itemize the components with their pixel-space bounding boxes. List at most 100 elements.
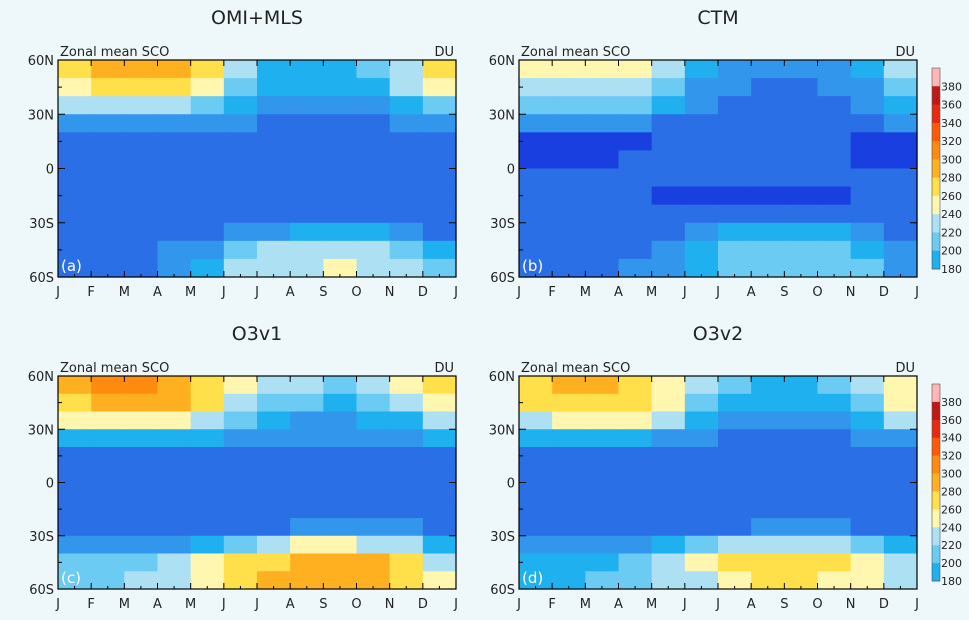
x-tick-label: F <box>87 285 94 300</box>
heat-cell <box>422 500 457 519</box>
heat-cell <box>684 464 719 484</box>
heat-cell <box>290 222 324 242</box>
heat-cell <box>323 553 358 572</box>
heat-cell <box>422 553 457 572</box>
heat-cell <box>91 96 125 115</box>
heat-cell <box>223 571 258 590</box>
heat-cell <box>124 393 159 413</box>
panel-letter: (b) <box>522 257 543 275</box>
heat-cell <box>618 447 653 466</box>
heat-cell <box>58 96 92 115</box>
heat-cell <box>850 114 885 133</box>
heat-cell <box>223 447 258 466</box>
heat-cell <box>290 258 324 278</box>
heat-cell <box>257 518 291 537</box>
heat-cell <box>883 168 918 188</box>
heat-cell <box>784 411 819 430</box>
heat-cell <box>356 518 391 537</box>
heat-cell <box>817 535 852 555</box>
top-left-label: Zonal mean SCO <box>521 361 630 376</box>
heat-cell <box>257 186 291 206</box>
heat-cell <box>58 258 92 278</box>
colorbar-swatch <box>932 401 940 421</box>
x-tick-label: A <box>153 285 162 300</box>
heat-cell <box>91 500 125 519</box>
heat-cell <box>850 553 885 572</box>
heat-cell <box>323 464 358 484</box>
heat-cell <box>519 482 553 501</box>
panel-letter: (a) <box>61 257 82 275</box>
heat-cell <box>290 132 324 152</box>
colorbar-swatch <box>932 437 940 457</box>
heat-cell <box>651 518 686 537</box>
heat-cell <box>784 114 819 133</box>
colorbar-swatch <box>932 545 940 564</box>
heat-cell <box>684 132 719 152</box>
heat-cell <box>58 186 92 206</box>
heat-cell <box>389 258 424 278</box>
heat-cell <box>817 500 852 519</box>
colorbar-tick-label: 240 <box>941 521 962 534</box>
heat-cell <box>190 240 225 260</box>
heat-cell <box>817 411 852 430</box>
heat-cell <box>751 376 785 395</box>
heat-cell <box>684 482 719 501</box>
heat-cell <box>684 240 719 260</box>
heat-cell <box>651 464 686 484</box>
heat-cell <box>157 376 192 395</box>
heat-cell <box>883 482 918 501</box>
x-tick-label: F <box>87 597 94 612</box>
heat-cell <box>651 150 686 170</box>
x-tick-label: O <box>812 597 822 612</box>
heat-cell <box>356 168 391 188</box>
heat-cell <box>422 96 457 115</box>
heat-cell <box>58 240 92 260</box>
colorbar-swatch <box>932 86 940 106</box>
heat-cell <box>91 186 125 206</box>
heat-cell <box>91 464 125 484</box>
heat-cell <box>850 482 885 501</box>
heat-cell <box>124 447 159 466</box>
heat-cell <box>389 114 424 133</box>
heat-cell <box>519 222 553 242</box>
heat-cell <box>552 258 586 278</box>
heat-cell <box>850 376 885 395</box>
heat-cell <box>190 518 225 537</box>
heat-cell <box>751 114 785 133</box>
heat-cell <box>718 429 752 448</box>
colorbar-frame <box>931 67 941 270</box>
x-tick-label: N <box>846 285 856 300</box>
x-tick-label: J <box>914 597 919 612</box>
heat-cell <box>323 60 358 79</box>
heat-cell <box>684 535 719 555</box>
heat-cell <box>883 222 918 242</box>
colorbar-tick-label: 180 <box>941 263 962 276</box>
heat-cell <box>356 96 391 115</box>
heat-cell <box>323 429 358 448</box>
colorbar-tick-label: 300 <box>941 468 962 481</box>
heat-cell <box>91 535 125 555</box>
heat-cell <box>190 96 225 115</box>
heat-cell <box>124 222 159 242</box>
heat-cell <box>422 186 457 206</box>
heat-cell <box>684 553 719 572</box>
heat-cell <box>718 258 752 278</box>
heat-cell <box>124 132 159 152</box>
heat-cell <box>323 240 358 260</box>
heat-cell <box>618 482 653 501</box>
heat-cell <box>323 500 358 519</box>
heat-cell <box>124 204 159 224</box>
heat-cell <box>552 96 586 115</box>
heat-cell <box>356 222 391 242</box>
heat-cell <box>751 240 785 260</box>
y-tick-label: 60N <box>489 370 515 385</box>
heat-cell <box>850 518 885 537</box>
heat-cell <box>422 429 457 448</box>
x-tick-label: A <box>614 597 623 612</box>
heat-cell <box>91 222 125 242</box>
heat-cell <box>552 429 586 448</box>
heat-cell <box>157 204 192 224</box>
heat-cell <box>290 553 324 572</box>
heat-cell <box>257 376 291 395</box>
